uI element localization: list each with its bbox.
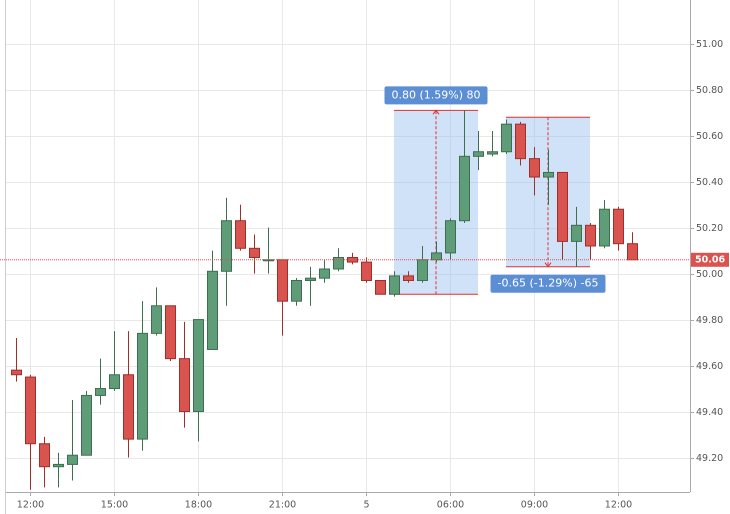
y-tick-label: 49.20 <box>696 453 723 464</box>
x-tick-label: 5 <box>363 500 369 511</box>
candle-body <box>459 155 470 222</box>
y-tick-label: 50.60 <box>696 131 723 142</box>
candle-body <box>515 123 526 160</box>
y-tick-label: 51.00 <box>696 39 723 50</box>
candle-body <box>417 259 428 281</box>
y-tick-label: 49.80 <box>696 315 723 326</box>
y-tick-label: 49.40 <box>696 407 723 418</box>
candle-body <box>235 220 246 249</box>
candle-body <box>361 261 372 281</box>
measure-label-box <box>490 274 606 293</box>
candle-body <box>193 319 204 413</box>
candle-body <box>123 374 134 440</box>
candle-body <box>109 374 120 390</box>
candle-body <box>529 158 540 178</box>
measure-label: -0.65 (-1.29%) -65 <box>498 277 599 290</box>
candles <box>11 110 638 490</box>
y-tick-label: 50.80 <box>696 85 723 96</box>
candle-body <box>67 454 78 465</box>
arrow-head <box>544 262 552 268</box>
candle-body <box>11 369 22 376</box>
y-tick-label: 50.40 <box>696 177 723 188</box>
candle-body <box>571 224 582 242</box>
candle-body <box>305 277 316 281</box>
x-tick-label: 18:00 <box>185 500 212 511</box>
candle-body <box>221 220 232 272</box>
x-tick-label: 21:00 <box>269 500 296 511</box>
candle-body <box>53 463 64 468</box>
candle-body <box>333 256 344 270</box>
candle-body <box>291 279 302 302</box>
candle-body <box>557 171 568 242</box>
candle-body <box>585 224 596 247</box>
candle-body <box>137 332 148 440</box>
x-tick-label: 09:00 <box>521 500 548 511</box>
arrow-head <box>432 109 440 115</box>
measure-label-box <box>384 86 488 105</box>
candle-body <box>277 259 288 302</box>
x-tick-label: 06:00 <box>437 500 464 511</box>
candle-body <box>95 388 106 396</box>
candle-body <box>39 443 50 468</box>
candle-body <box>473 151 484 157</box>
last-price-box <box>691 252 729 267</box>
candle-body <box>627 243 638 261</box>
candle-body <box>599 208 610 247</box>
candle-body <box>501 123 512 153</box>
overlay: 0.80 (1.59%) 80 -0.65 (-1.29%) -65 50.06 <box>0 86 729 293</box>
last-price-label: 50.06 <box>695 254 725 265</box>
candle-body <box>403 275 414 281</box>
candle-body <box>151 305 162 334</box>
candle-body <box>375 279 386 295</box>
candle-body <box>179 358 190 413</box>
y-tick-label: 50.00 <box>696 269 723 280</box>
candle-body <box>389 275 400 295</box>
y-tick-label: 50.20 <box>696 223 723 234</box>
candle-body <box>249 247 260 258</box>
x-tick-label: 12:00 <box>17 500 44 511</box>
candle-body <box>487 151 498 155</box>
candle-body <box>207 270 218 350</box>
candle-body <box>613 208 624 245</box>
x-tick-label: 15:00 <box>101 500 128 511</box>
y-tick-label: 49.60 <box>696 361 723 372</box>
x-tick-label: 12:00 <box>605 500 632 511</box>
candle-body <box>431 252 442 261</box>
candle-body <box>445 220 456 254</box>
candle-body <box>25 376 36 445</box>
candle-body <box>319 268 330 279</box>
measure-label: 0.80 (1.59%) 80 <box>391 88 480 101</box>
candle-body <box>543 171 554 178</box>
candle-body <box>81 394 92 456</box>
candle-body <box>165 305 176 360</box>
